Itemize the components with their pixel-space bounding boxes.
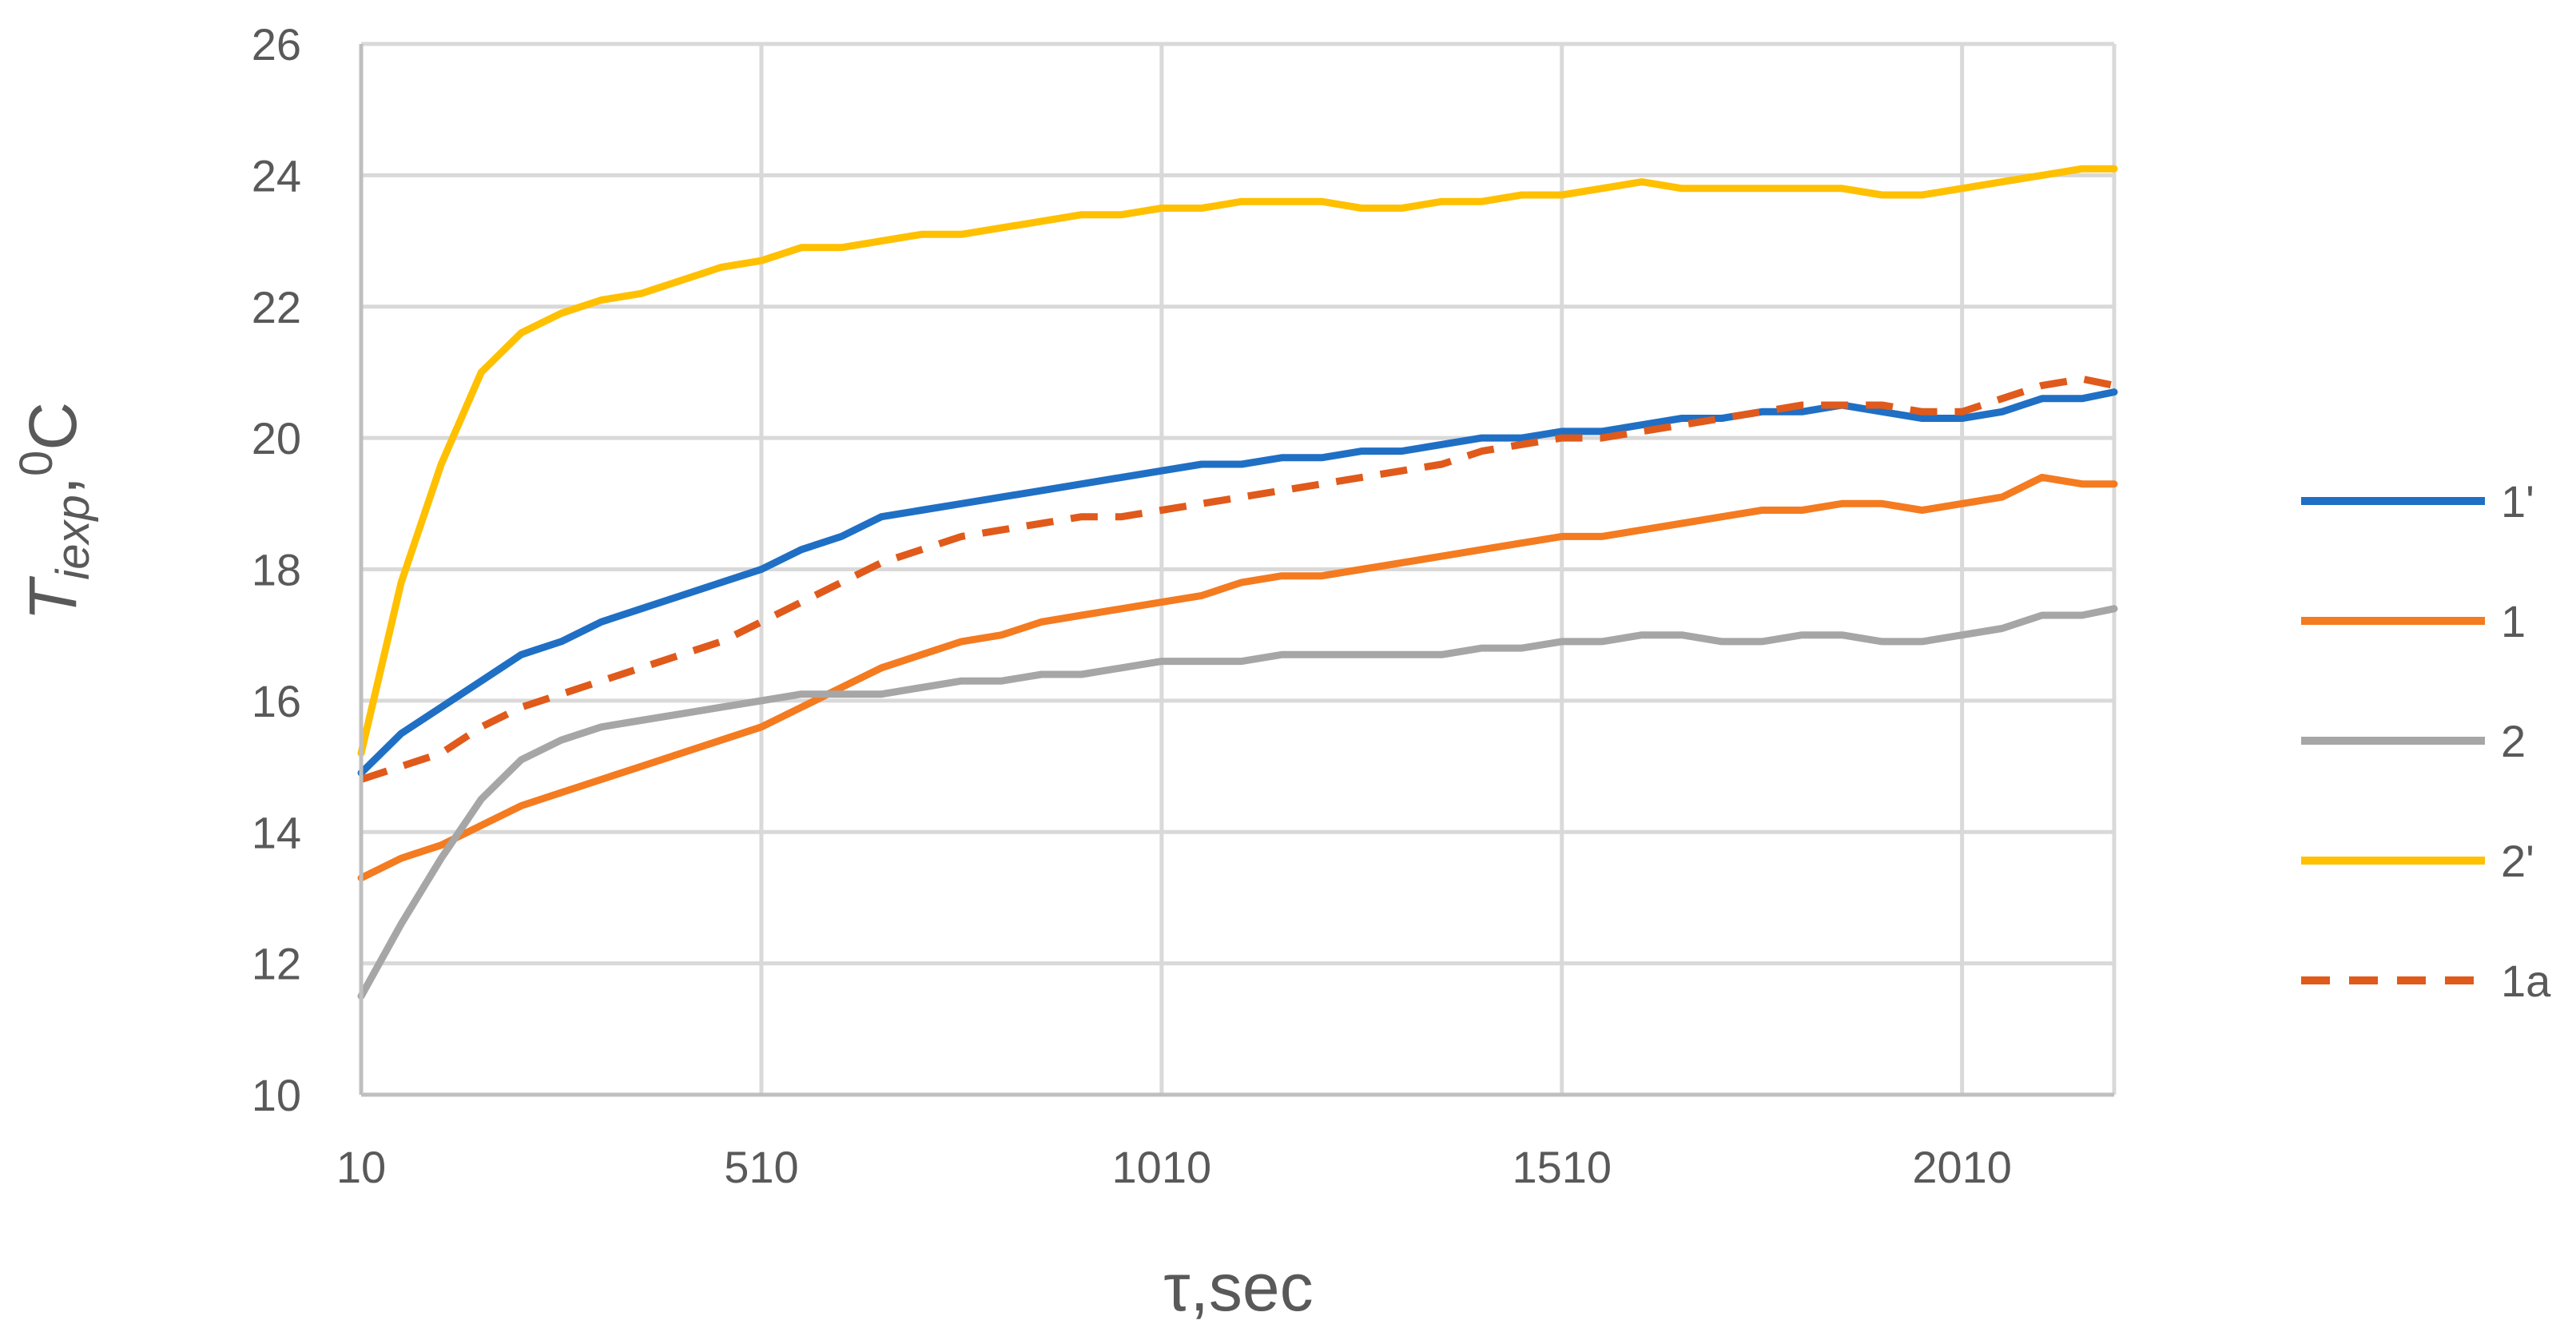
y-axis-title-main: T [15, 575, 90, 621]
x-tick-label: 1510 [1512, 1142, 1612, 1192]
y-axis-title-subscript: iexp [47, 495, 99, 579]
series-line-2 [357, 473, 2118, 882]
legend-label: 2' [2501, 836, 2534, 886]
x-axis-title: τ,sec [1163, 1250, 1313, 1325]
series-line-5 [360, 375, 2115, 783]
x-tick-label: 10 [336, 1142, 386, 1192]
series-line-3 [357, 605, 2118, 1000]
x-tick-label: 1010 [1112, 1142, 1212, 1192]
legend-label: 1a [2501, 956, 2551, 1006]
y-axis-title-superscript: 0 [10, 451, 62, 476]
y-axis-title-separator: , [15, 476, 90, 495]
legend: 1' 1 2 2' 1a [2301, 476, 2551, 1006]
legend-label: 1 [2501, 596, 2526, 646]
axis-layer [359, 44, 2114, 1097]
y-axis-title-unit: C [15, 402, 90, 451]
series-line-4 [357, 165, 2118, 757]
legend-label: 1' [2501, 476, 2534, 527]
x-tick-label: 510 [724, 1142, 798, 1192]
series-layer [357, 165, 2118, 1000]
y-tick-label: 22 [252, 282, 301, 332]
tick-label-layer: 10 12 14 16 18 20 22 24 26 10 510 1010 1510 2010 [252, 19, 2012, 1192]
legend-label: 2 [2501, 716, 2526, 766]
y-tick-label: 18 [252, 545, 301, 595]
y-tick-label: 26 [252, 19, 301, 70]
y-axis-title: Tiexp,0C [10, 402, 99, 621]
y-tick-label: 12 [252, 939, 301, 989]
y-tick-label: 14 [252, 807, 301, 857]
y-tick-label: 24 [252, 150, 301, 201]
y-tick-label: 20 [252, 413, 301, 463]
grid-layer [361, 42, 2117, 1095]
y-tick-label: 10 [252, 1070, 301, 1120]
x-tick-label: 2010 [1912, 1142, 2012, 1192]
y-tick-label: 16 [252, 676, 301, 726]
